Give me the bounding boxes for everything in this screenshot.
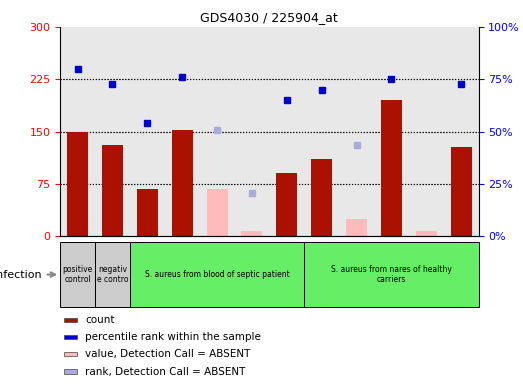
Bar: [304, 27, 339, 236]
Bar: [269, 27, 304, 236]
Bar: [409, 27, 444, 236]
Bar: [444, 27, 479, 236]
Bar: [64, 335, 77, 339]
Text: infection: infection: [0, 270, 55, 280]
Text: S. aureus from nares of healthy
carriers: S. aureus from nares of healthy carriers: [331, 265, 452, 284]
Bar: [346, 219, 367, 236]
Bar: [304, 242, 479, 307]
Bar: [276, 174, 297, 236]
Bar: [172, 130, 192, 236]
Text: rank, Detection Call = ABSENT: rank, Detection Call = ABSENT: [85, 366, 246, 377]
Bar: [311, 159, 332, 236]
Bar: [130, 27, 165, 236]
Text: positive
control: positive control: [62, 265, 93, 284]
Bar: [234, 27, 269, 236]
Bar: [339, 27, 374, 236]
Bar: [451, 147, 472, 236]
Bar: [165, 27, 200, 236]
Bar: [242, 230, 263, 236]
Bar: [64, 318, 77, 322]
Bar: [64, 369, 77, 374]
Bar: [60, 27, 95, 236]
Bar: [207, 189, 228, 236]
Bar: [416, 230, 437, 236]
Bar: [200, 27, 234, 236]
Bar: [137, 189, 158, 236]
Text: value, Detection Call = ABSENT: value, Detection Call = ABSENT: [85, 349, 251, 359]
Bar: [374, 27, 409, 236]
Bar: [381, 100, 402, 236]
Bar: [95, 242, 130, 307]
Bar: [102, 146, 123, 236]
Bar: [67, 131, 88, 236]
Bar: [95, 27, 130, 236]
Bar: [130, 242, 304, 307]
Text: count: count: [85, 314, 115, 325]
Text: percentile rank within the sample: percentile rank within the sample: [85, 332, 261, 342]
Bar: [60, 242, 95, 307]
Text: negativ
e contro: negativ e contro: [97, 265, 128, 284]
Title: GDS4030 / 225904_at: GDS4030 / 225904_at: [200, 11, 338, 24]
Text: S. aureus from blood of septic patient: S. aureus from blood of septic patient: [145, 270, 289, 279]
Bar: [64, 352, 77, 356]
